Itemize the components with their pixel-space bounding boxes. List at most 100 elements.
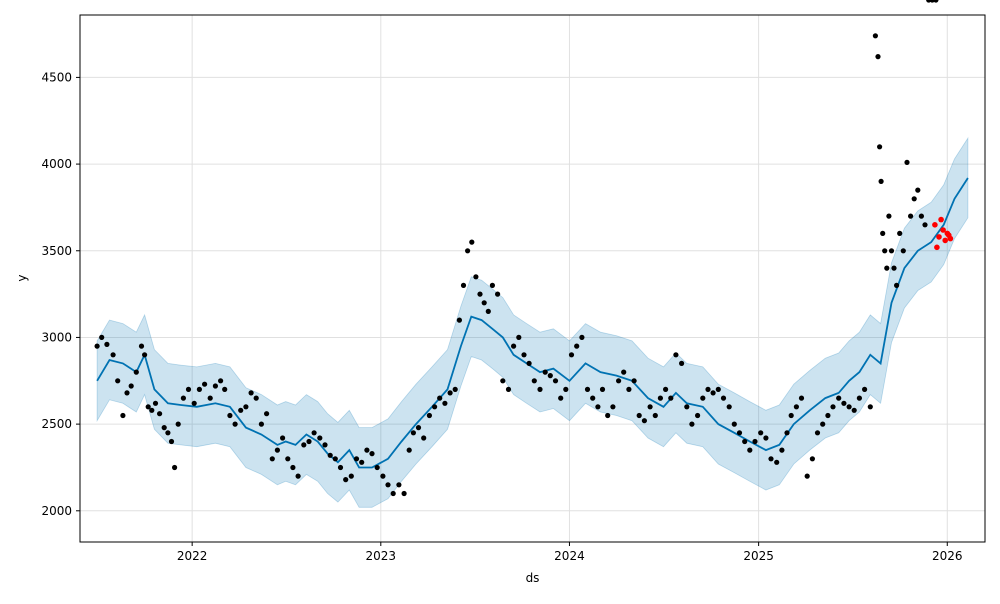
observed-point	[647, 404, 653, 410]
observed-point	[138, 343, 145, 349]
observed-point	[820, 421, 826, 427]
observed-point	[736, 430, 743, 436]
observed-point	[406, 447, 412, 453]
observed-point	[558, 395, 564, 401]
observed-point	[401, 490, 407, 497]
highlight-point	[942, 237, 948, 244]
observed-point	[258, 421, 264, 427]
observed-point	[726, 404, 732, 410]
observed-point	[274, 447, 280, 453]
observed-point	[884, 265, 890, 271]
y-tick-label: 3500	[41, 244, 72, 258]
forecast-line	[96, 177, 969, 469]
observed-point	[238, 407, 244, 413]
observed-point	[552, 378, 559, 384]
observed-point	[752, 438, 758, 445]
observed-point	[149, 407, 155, 413]
observed-point	[385, 482, 391, 488]
observed-point	[880, 230, 886, 236]
observed-point	[337, 464, 344, 471]
observed-point	[327, 452, 333, 458]
observed-point	[784, 430, 790, 436]
observed-point	[841, 400, 847, 406]
observed-point	[218, 378, 224, 384]
observed-point	[516, 334, 522, 340]
y-tick-label: 2500	[41, 417, 72, 431]
observed-point	[120, 412, 126, 419]
observed-point	[908, 213, 914, 219]
highlight-point	[934, 244, 940, 251]
observed-point	[882, 248, 888, 254]
observed-point	[584, 386, 591, 392]
observed-point	[568, 352, 575, 358]
axes-layer	[79, 14, 986, 543]
observed-point	[825, 412, 831, 419]
observed-point	[705, 386, 711, 392]
observed-point	[442, 400, 448, 406]
observed-point	[115, 378, 121, 384]
observed-point	[809, 456, 816, 462]
observed-point	[798, 395, 805, 401]
observed-point	[421, 435, 427, 441]
observed-point	[657, 395, 664, 401]
observed-point	[695, 412, 701, 419]
observed-point	[311, 430, 317, 436]
observed-point	[595, 404, 601, 410]
observed-point	[877, 144, 883, 150]
observed-point	[152, 400, 159, 406]
observed-point	[432, 404, 438, 410]
y-tick-label: 3000	[41, 330, 72, 344]
observed-point	[878, 178, 884, 184]
observed-point	[243, 404, 249, 410]
observed-point	[636, 412, 642, 419]
observed-point	[814, 430, 821, 436]
observed-point	[145, 404, 151, 410]
observed-point	[710, 390, 716, 396]
observed-point	[359, 459, 365, 465]
observed-point	[668, 395, 674, 401]
observed-point	[918, 213, 925, 219]
observed-point	[353, 456, 360, 462]
observed-point	[248, 390, 254, 396]
observed-point	[332, 456, 338, 462]
observed-point	[888, 248, 895, 254]
observed-point	[157, 411, 163, 417]
observed-point	[891, 265, 897, 271]
observed-point	[280, 435, 286, 441]
observed-point	[922, 222, 928, 228]
observed-point	[168, 438, 175, 445]
observed-point	[510, 343, 517, 349]
observed-point	[415, 425, 422, 431]
observed-point	[599, 386, 606, 392]
observed-point	[700, 395, 706, 401]
observed-point	[232, 421, 238, 427]
forecast-line-layer	[96, 177, 969, 469]
x-axis-label: ds	[526, 571, 540, 585]
observed-point	[793, 404, 800, 410]
observed-point	[180, 395, 186, 401]
observed-point	[264, 411, 270, 417]
observed-point	[531, 378, 537, 384]
observed-point	[396, 482, 402, 488]
observed-point	[196, 386, 202, 392]
observed-point	[290, 464, 296, 471]
highlight-point	[936, 234, 942, 240]
observed-point	[897, 230, 903, 236]
observed-point	[626, 386, 632, 392]
observed-point	[207, 395, 213, 401]
observed-point	[161, 425, 167, 431]
observed-point	[579, 334, 585, 340]
observed-point	[894, 282, 900, 288]
observed-point	[862, 386, 868, 392]
observed-point	[202, 381, 208, 387]
observed-point	[500, 378, 506, 384]
observed-point	[128, 383, 134, 389]
observed-point	[547, 373, 553, 379]
x-tick-label: 2023	[366, 549, 397, 563]
observed-point	[447, 390, 453, 396]
observed-point	[621, 369, 627, 375]
observed-point	[679, 360, 685, 366]
observed-point	[774, 459, 780, 465]
observed-point	[99, 334, 105, 340]
